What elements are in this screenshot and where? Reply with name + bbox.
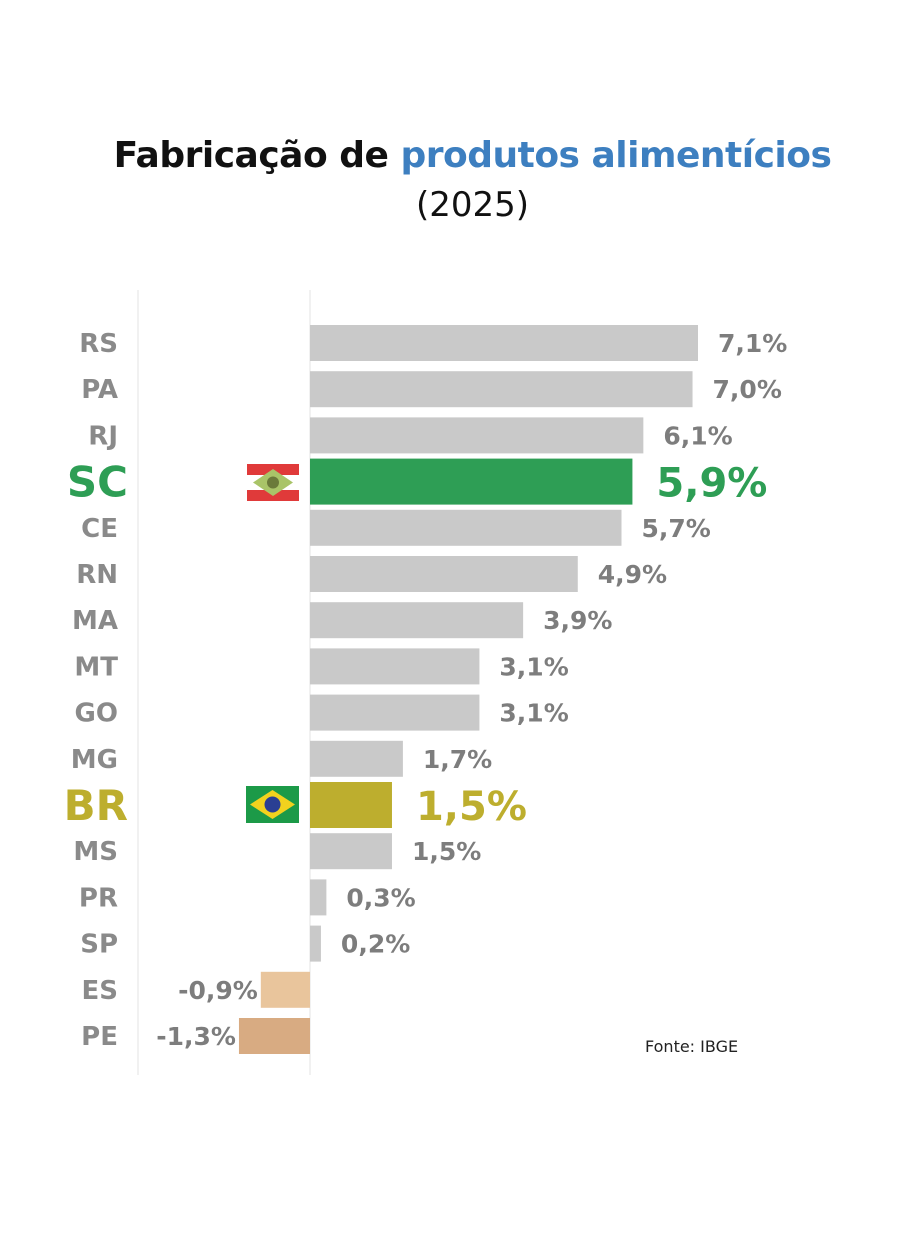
category-label-ce: CE — [81, 514, 118, 544]
source-note: Fonte: IBGE — [645, 1037, 739, 1056]
category-label-mt: MT — [74, 652, 118, 682]
value-label-br: 1,5% — [416, 784, 527, 830]
value-label-pr: 0,3% — [346, 883, 415, 912]
value-label-sc: 5,9% — [656, 461, 767, 507]
value-label-go: 3,1% — [499, 699, 568, 728]
value-label-es: -0,9% — [178, 976, 258, 1005]
category-label-es: ES — [82, 976, 119, 1006]
category-label-br: BR — [64, 781, 128, 830]
category-label-rj: RJ — [88, 421, 118, 451]
category-label-ma: MA — [72, 606, 118, 636]
bar-ce — [310, 509, 622, 546]
bar-rj — [310, 417, 644, 454]
category-label-mg: MG — [71, 745, 118, 775]
bar-rs — [310, 325, 698, 361]
bar-ma — [310, 602, 524, 639]
value-label-ma: 3,9% — [543, 606, 612, 635]
category-label-rn: RN — [76, 560, 118, 590]
chart-subtitle: (2025) — [415, 185, 530, 225]
bar-go — [310, 694, 480, 731]
title-part-1: Fabricação de — [113, 135, 401, 176]
bar-rn — [310, 556, 578, 592]
bar-ms — [310, 833, 392, 870]
value-label-mg: 1,7% — [423, 745, 492, 774]
brazil-flag-icon — [246, 786, 299, 823]
category-label-rs: RS — [79, 329, 118, 359]
category-label-pr: PR — [79, 883, 118, 913]
value-label-sp: 0,2% — [341, 930, 410, 959]
value-label-ms: 1,5% — [412, 837, 481, 866]
bar-pr — [310, 879, 327, 916]
value-label-rj: 6,1% — [663, 421, 732, 450]
bar-mt — [310, 648, 480, 685]
category-label-go: GO — [75, 699, 118, 729]
category-label-pe: PE — [81, 1022, 118, 1052]
bar-sp — [310, 925, 321, 962]
bars-group: RS 7,1% PA 7,0% RJ 6,1% SC 5,9% CE 5,7% RN 4,9% MA 3,… — [64, 325, 787, 1054]
bar-mg — [310, 740, 403, 777]
chart-title: Fabricação de produtos alimentícios — [0, 135, 915, 176]
bar-pe — [238, 1018, 310, 1054]
santa-catarina-flag-icon — [247, 464, 299, 501]
category-label-pa: PA — [81, 375, 118, 405]
category-label-ms: MS — [73, 837, 118, 867]
category-label-sc: SC — [67, 458, 128, 507]
value-label-pa: 7,0% — [713, 375, 782, 404]
title-highlight: produtos alimentícios — [400, 135, 832, 176]
value-label-mt: 3,1% — [499, 652, 568, 681]
bar-sc — [310, 458, 633, 505]
category-label-sp: SP — [80, 930, 118, 960]
bar-br — [310, 782, 392, 828]
value-label-ce: 5,7% — [641, 514, 710, 543]
value-label-rn: 4,9% — [598, 560, 667, 589]
bar-es — [260, 971, 310, 1008]
value-label-pe: -1,3% — [156, 1022, 236, 1051]
value-label-rs: 7,1% — [718, 329, 787, 358]
bar-pa — [310, 371, 693, 408]
